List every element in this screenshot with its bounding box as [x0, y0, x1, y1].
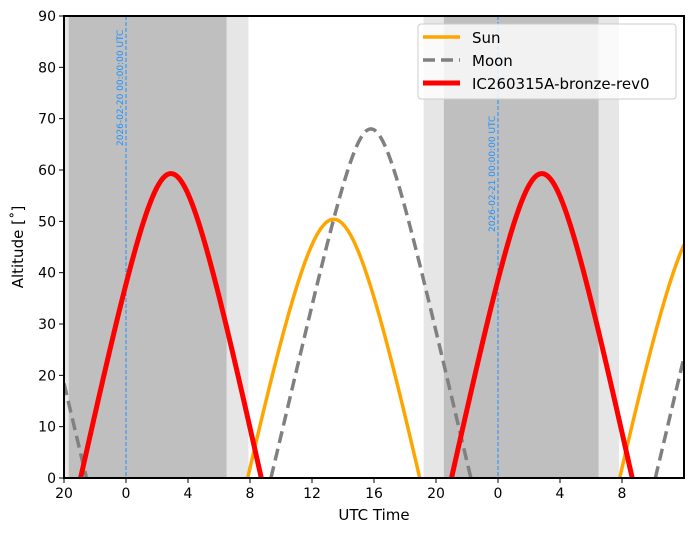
x-tick-label: 20 [55, 486, 73, 502]
x-tick-label: 20 [427, 486, 445, 502]
series-line-ic260315a-bronze-rev0 [78, 171, 635, 478]
x-tick-label: 4 [556, 486, 565, 502]
y-tick-label: 80 [38, 60, 56, 76]
y-tick-label: 0 [47, 471, 56, 487]
x-axis-label: UTC Time [338, 506, 409, 524]
x-tick-label: 0 [494, 486, 503, 502]
date-marker-label: 2026-02-20 00:00:00 UTC [116, 30, 126, 146]
x-tick-label: 0 [122, 486, 131, 502]
y-tick-label: 20 [38, 368, 56, 384]
legend-label: Sun [472, 29, 501, 47]
x-tick-label: 8 [618, 486, 627, 502]
x-tick-label: 16 [365, 486, 383, 502]
y-tick-label: 50 [38, 214, 56, 230]
date-marker-label: 2026-02-21 00:00:00 UTC [488, 116, 498, 232]
x-tick-label: 8 [246, 486, 255, 502]
y-tick-label: 40 [38, 266, 56, 282]
y-tick-label: 90 [38, 9, 56, 25]
twilight-shade [64, 16, 69, 478]
y-axis-label: Altitude [˚] [9, 206, 27, 289]
x-tick-label: 4 [184, 486, 193, 502]
y-tick-label: 30 [38, 317, 56, 333]
y-tick-label: 10 [38, 420, 56, 436]
twilight-shade [226, 16, 249, 478]
twilight-shade [423, 16, 444, 478]
legend-label: Moon [472, 52, 513, 70]
series-line-sun [245, 217, 684, 478]
y-tick-label: 70 [38, 112, 56, 128]
night-shade [68, 16, 227, 478]
y-tick-label: 60 [38, 163, 56, 179]
legend-label: IC260315A-bronze-rev0 [472, 75, 650, 93]
legend-box [417, 23, 677, 100]
x-tick-label: 12 [303, 486, 321, 502]
